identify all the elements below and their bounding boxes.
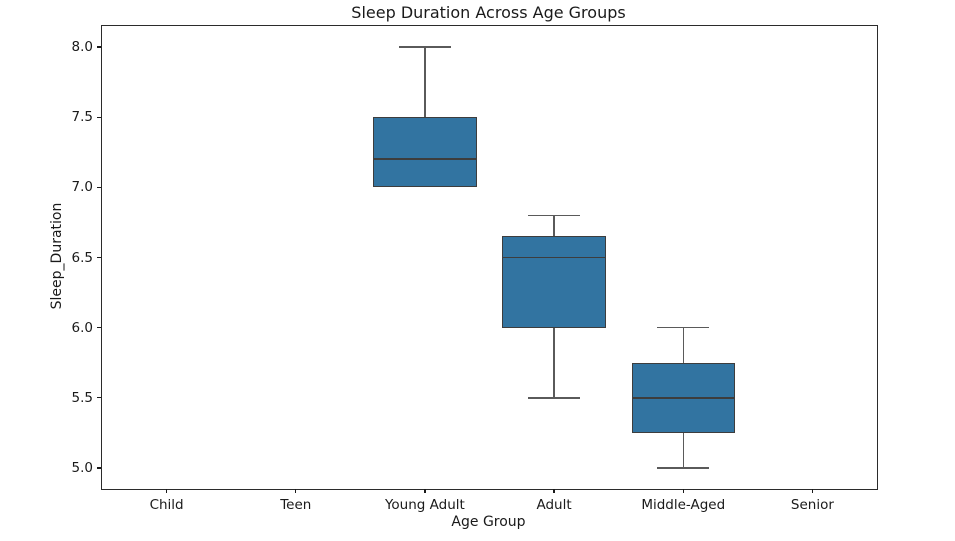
- median-middle-aged: [631, 397, 735, 399]
- whisker-cap-min-middle-aged: [657, 467, 710, 469]
- box-adult: [502, 236, 606, 328]
- whisker-cap-min-adult: [528, 397, 580, 399]
- x-tick-label: Senior: [790, 497, 834, 513]
- x-tick-mark: [553, 489, 555, 493]
- median-young-adult: [373, 158, 477, 161]
- y-tick-mark: [97, 116, 101, 118]
- x-tick-label: Middle-Aged: [641, 497, 726, 513]
- whisker-cap-max-adult: [528, 214, 580, 217]
- y-tick-mark: [97, 467, 101, 469]
- whisker-lower-adult: [553, 327, 555, 398]
- y-tick-label: 8.0: [71, 39, 93, 56]
- x-tick-mark: [682, 489, 684, 493]
- x-tick-mark: [165, 489, 168, 493]
- y-tick-label: 7.0: [71, 179, 93, 196]
- y-tick-label: 5.0: [71, 459, 93, 476]
- x-tick-mark: [295, 489, 297, 493]
- median-adult: [502, 256, 606, 259]
- whisker-cap-max-middle-aged: [657, 326, 710, 329]
- x-tick-mark: [811, 489, 813, 493]
- y-tick-mark: [97, 256, 101, 259]
- whisker-upper-young-adult: [424, 47, 426, 118]
- y-tick-label: 5.5: [71, 389, 93, 406]
- box-young-adult: [373, 117, 477, 188]
- x-tick-label: Adult: [536, 497, 572, 513]
- y-tick-mark: [97, 46, 101, 48]
- y-tick-label: 6.5: [71, 249, 93, 266]
- y-tick-mark: [97, 327, 101, 329]
- chart-title: Sleep Duration Across Age Groups: [351, 3, 626, 22]
- x-tick-mark: [424, 489, 426, 493]
- whisker-upper-middle-aged: [682, 327, 684, 363]
- x-tick-label: Teen: [280, 497, 312, 513]
- whisker-upper-adult: [553, 215, 555, 237]
- y-tick-mark: [97, 397, 101, 399]
- x-tick-label: Child: [149, 497, 184, 513]
- y-tick-mark: [97, 186, 101, 188]
- whisker-lower-middle-aged: [682, 432, 684, 468]
- x-axis-label: Age Group: [451, 514, 526, 530]
- y-tick-label: 6.0: [71, 319, 93, 336]
- plot-area: 5.0 5.5 6.0 6.5 7.0 7.5 8.0 Child Teen Young Adul…: [72, 25, 878, 513]
- y-tick-label: 7.5: [71, 109, 93, 126]
- whisker-cap-max-young-adult: [399, 46, 451, 48]
- x-tick-label: Young Adult: [384, 497, 465, 513]
